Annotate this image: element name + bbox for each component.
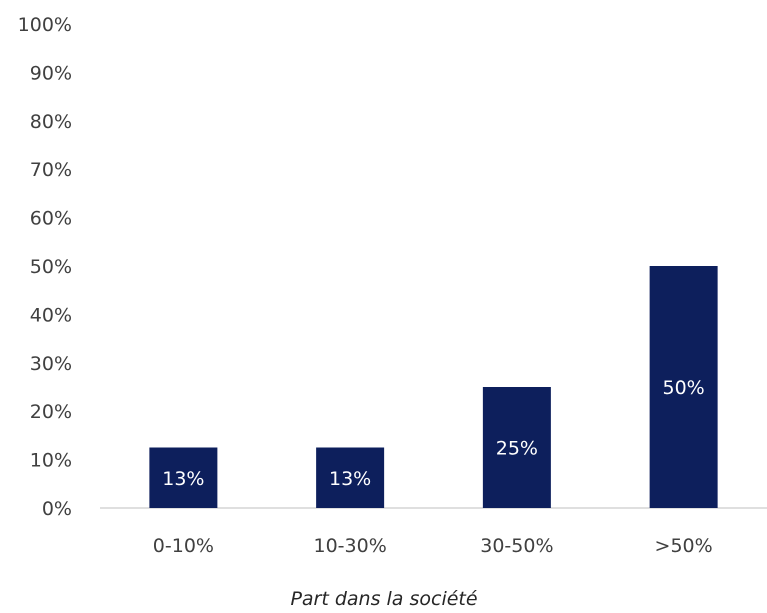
x-axis-categories: 0-10% 10-30% 30-50% >50%	[153, 535, 713, 557]
y-tick-label: 10%	[30, 450, 72, 472]
y-tick-label: 0%	[42, 498, 72, 520]
bar	[149, 447, 218, 508]
y-axis: 0% 10% 20% 30% 40% 50% 60% 70% 80% 90% 100%	[18, 14, 72, 520]
y-tick-label: 50%	[30, 256, 72, 278]
bar	[482, 387, 551, 508]
y-tick-label: 40%	[30, 304, 72, 326]
x-tick-label: >50%	[655, 535, 713, 557]
bar-data-label: 13%	[162, 468, 204, 490]
y-tick-label: 60%	[30, 208, 72, 230]
y-tick-label: 80%	[30, 111, 72, 133]
bars	[149, 266, 718, 508]
bar	[316, 447, 385, 508]
x-tick-label: 0-10%	[153, 535, 214, 557]
bar-data-label: 50%	[663, 377, 705, 399]
bar-data-label: 13%	[329, 468, 371, 490]
y-tick-label: 20%	[30, 401, 72, 423]
y-tick-label: 90%	[30, 62, 72, 84]
x-tick-label: 30-50%	[480, 535, 553, 557]
data-labels: 13% 13% 25% 50%	[162, 377, 704, 490]
y-tick-label: 100%	[18, 14, 72, 36]
x-tick-label: 10-30%	[313, 535, 386, 557]
bar	[649, 266, 718, 508]
bar-data-label: 25%	[496, 438, 538, 460]
x-axis-title: Part dans la société	[290, 588, 477, 610]
y-tick-label: 30%	[30, 353, 72, 375]
y-tick-label: 70%	[30, 159, 72, 181]
